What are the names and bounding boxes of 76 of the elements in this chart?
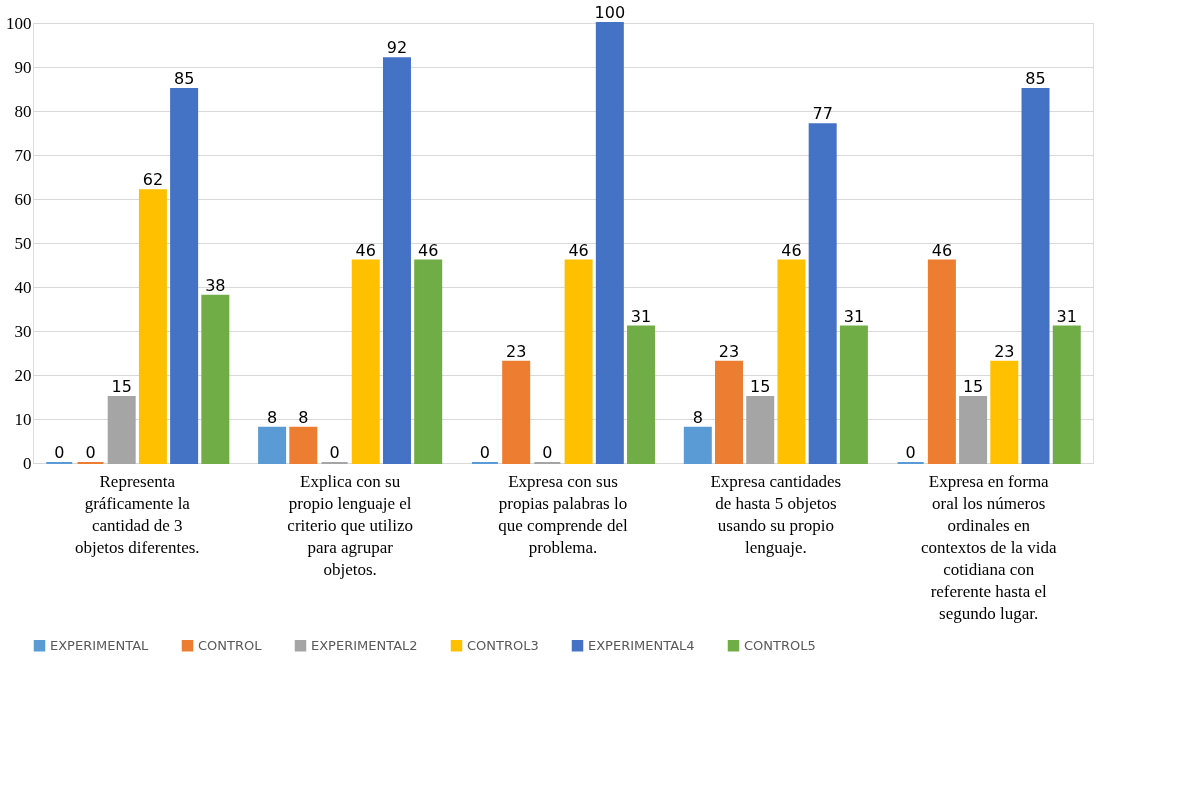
data-label: 77	[812, 104, 833, 124]
data-label: 46	[355, 240, 376, 260]
y-tick-label: 0	[23, 453, 32, 473]
bar	[808, 123, 837, 464]
data-label: 0	[54, 443, 65, 462]
data-label: 85	[173, 69, 195, 88]
data-label: 31	[843, 306, 865, 326]
data-label: 0	[542, 443, 553, 462]
data-label: 23	[505, 341, 527, 361]
y-tick-label: 70	[14, 145, 32, 165]
bar	[289, 426, 318, 464]
data-label: 0	[479, 443, 491, 462]
data-label: 23	[994, 341, 1015, 361]
bar	[564, 259, 593, 464]
bar	[990, 360, 1019, 464]
data-label: 0	[85, 443, 96, 462]
bar	[1052, 325, 1081, 464]
y-tick-label: 20	[14, 365, 32, 385]
x-tick-label: Expresa con sus propias palabras lo que comprende del problema.	[498, 471, 628, 557]
data-label: 15	[750, 377, 771, 396]
data-label: 8	[692, 407, 703, 427]
bar	[414, 259, 443, 464]
legend-label: EXPERIMENTAL4	[588, 637, 695, 653]
y-tick-label: 60	[14, 189, 32, 209]
data-label: 31	[1056, 306, 1077, 326]
legend-label: CONTROL	[198, 637, 263, 653]
bar	[715, 360, 744, 464]
bar	[502, 360, 531, 464]
data-label: 15	[111, 377, 132, 396]
data-label: 46	[418, 240, 439, 260]
bar	[258, 426, 287, 464]
bar	[927, 259, 956, 464]
legend-label: EXPERIMENTAL2	[311, 637, 418, 653]
y-tick-label: 30	[14, 321, 32, 341]
bar	[839, 325, 868, 464]
bar	[746, 396, 775, 464]
bar	[777, 259, 806, 464]
data-label: 46	[781, 240, 802, 260]
data-label: 62	[142, 170, 164, 190]
data-label: 8	[298, 407, 309, 427]
data-label: 15	[962, 377, 984, 396]
legend-label: CONTROL5	[744, 637, 816, 653]
legend-label: CONTROL3	[467, 637, 539, 653]
data-label: 100	[594, 3, 626, 22]
data-label: 8	[267, 407, 278, 427]
data-label: 46	[931, 240, 953, 260]
bar	[201, 294, 230, 464]
data-label: 85	[1025, 69, 1046, 88]
bar	[595, 22, 624, 464]
x-tick-label: Explica con su propio lenguaje el criterio que utilizo para agrupar objetos.	[287, 471, 413, 579]
bar	[959, 396, 988, 464]
data-label: 0	[905, 443, 916, 462]
bar	[683, 426, 712, 464]
legend-label: EXPERIMENTAL	[50, 637, 150, 653]
bar	[1021, 88, 1050, 464]
data-label: 0	[329, 443, 340, 462]
data-label: 46	[568, 240, 589, 260]
y-tick-label: 90	[14, 57, 32, 77]
bar	[138, 189, 167, 464]
bar	[170, 88, 199, 464]
y-tick-label: 80	[14, 101, 32, 121]
x-tick-label: Expresa cantidades de hasta 5 objetos usando su propio lenguaje.	[710, 471, 842, 557]
data-label: 31	[630, 306, 652, 326]
data-label: 38	[205, 275, 226, 295]
data-label: 92	[386, 38, 408, 58]
x-tick-label: Representa gráficamente la cantidad de 3 objetos diferentes.	[74, 471, 200, 557]
bar	[107, 396, 136, 464]
y-tick-label: 40	[14, 277, 32, 297]
x-tick-label: Expresa en forma oral los números ordinales en contextos de la vida cotidiana con referente hasta el segundo lugar.	[920, 471, 1057, 623]
bar	[382, 57, 411, 464]
y-tick-label: 50	[14, 233, 32, 253]
bar	[351, 259, 380, 464]
data-label: 23	[718, 341, 740, 361]
y-tick-label: 10	[14, 409, 32, 429]
y-tick-label: 100	[6, 13, 32, 33]
bar	[627, 325, 656, 464]
